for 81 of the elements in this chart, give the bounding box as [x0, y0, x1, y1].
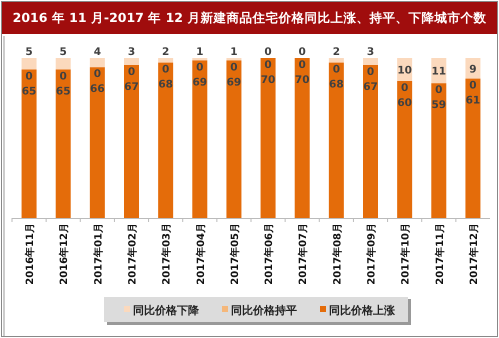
data-label: 65 [22, 85, 36, 98]
bar [90, 58, 105, 68]
data-label: 2 [332, 46, 340, 58]
x-tick-label: 2017年10月 [400, 223, 412, 285]
data-label: 0 [264, 46, 272, 58]
legend-label: 同比价格持平 [231, 304, 297, 317]
bar [226, 60, 242, 218]
bar [56, 58, 71, 70]
x-tick-label: 2016年12月 [58, 223, 70, 285]
x-tick-label: 2017年12月 [468, 223, 480, 285]
bar [397, 80, 412, 218]
data-label: 3 [366, 46, 374, 58]
data-label: 68 [329, 78, 344, 91]
data-label: 11 [431, 66, 446, 78]
legend-label: 同比价格下降 [133, 304, 200, 317]
x-tick-label: 2017年02月 [126, 223, 138, 285]
x-tick-label: 2017年05月 [228, 223, 241, 285]
data-label: 69 [192, 76, 208, 88]
data-label: 0 [435, 84, 442, 96]
bar [260, 58, 276, 218]
bar [192, 60, 208, 218]
data-label: 4 [94, 46, 102, 58]
data-label: 0 [128, 66, 136, 78]
data-label: 5 [60, 46, 67, 58]
data-label: 69 [226, 76, 242, 88]
x-tick-label: 2017年08月 [331, 223, 344, 285]
data-label: 0 [196, 61, 204, 74]
x-tick-label: 2017年03月 [160, 223, 173, 285]
data-label: 9 [469, 63, 477, 76]
data-label: 10 [397, 64, 412, 76]
data-label: 70 [260, 74, 276, 86]
data-label: 68 [158, 78, 173, 91]
bar [328, 58, 344, 63]
bar [90, 67, 105, 218]
data-label: 1 [230, 46, 238, 58]
bar [363, 64, 378, 218]
data-label: 0 [162, 64, 170, 76]
data-label: 0 [469, 80, 477, 92]
data-label: 67 [124, 80, 139, 93]
data-label: 61 [466, 94, 480, 107]
data-label: 0 [264, 59, 272, 71]
bar [431, 83, 446, 218]
legend-label: 同比价格上涨 [329, 304, 396, 317]
data-label: 0 [230, 61, 238, 74]
x-tick-label: 2017年11月 [434, 223, 446, 285]
data-label: 2 [162, 46, 170, 58]
x-tick-label: 2017年09月 [366, 223, 378, 285]
x-tick-label: 2017年06月 [263, 223, 276, 285]
data-label: 67 [363, 80, 378, 93]
data-label: 70 [294, 74, 310, 86]
data-label: 0 [60, 70, 67, 82]
x-tick-label: 2017年07月 [297, 223, 310, 285]
data-label: 59 [431, 99, 446, 112]
data-label: 5 [25, 46, 33, 58]
bar [158, 58, 174, 63]
bar [22, 58, 37, 70]
data-label: 0 [298, 46, 306, 58]
x-tick-label: 2017年01月 [92, 223, 104, 285]
bar [328, 62, 344, 218]
bar [22, 69, 37, 218]
data-label: 1 [196, 46, 204, 58]
data-label: 0 [366, 66, 374, 78]
bar [465, 78, 480, 218]
data-label: 0 [298, 59, 306, 71]
data-label: 0 [25, 70, 33, 82]
bar [158, 62, 174, 218]
data-label: 0 [400, 82, 408, 94]
x-tick-label: 2016年11月 [24, 223, 36, 285]
data-label: 0 [332, 64, 340, 76]
data-label: 3 [128, 46, 136, 58]
chart-title: 2016 年 11 月-2017 年 12 月新建商品住宅价格同比上涨、持平、下降城市个数 [12, 10, 488, 25]
data-label: 65 [56, 85, 71, 98]
data-label: 66 [90, 83, 105, 96]
data-label: 0 [94, 68, 102, 80]
bar [124, 64, 139, 218]
bar [56, 69, 71, 218]
bar [363, 58, 378, 65]
data-label: 60 [397, 96, 412, 109]
x-tick-label: 2017年04月 [194, 223, 207, 285]
bar [124, 58, 139, 65]
bar [294, 58, 310, 218]
